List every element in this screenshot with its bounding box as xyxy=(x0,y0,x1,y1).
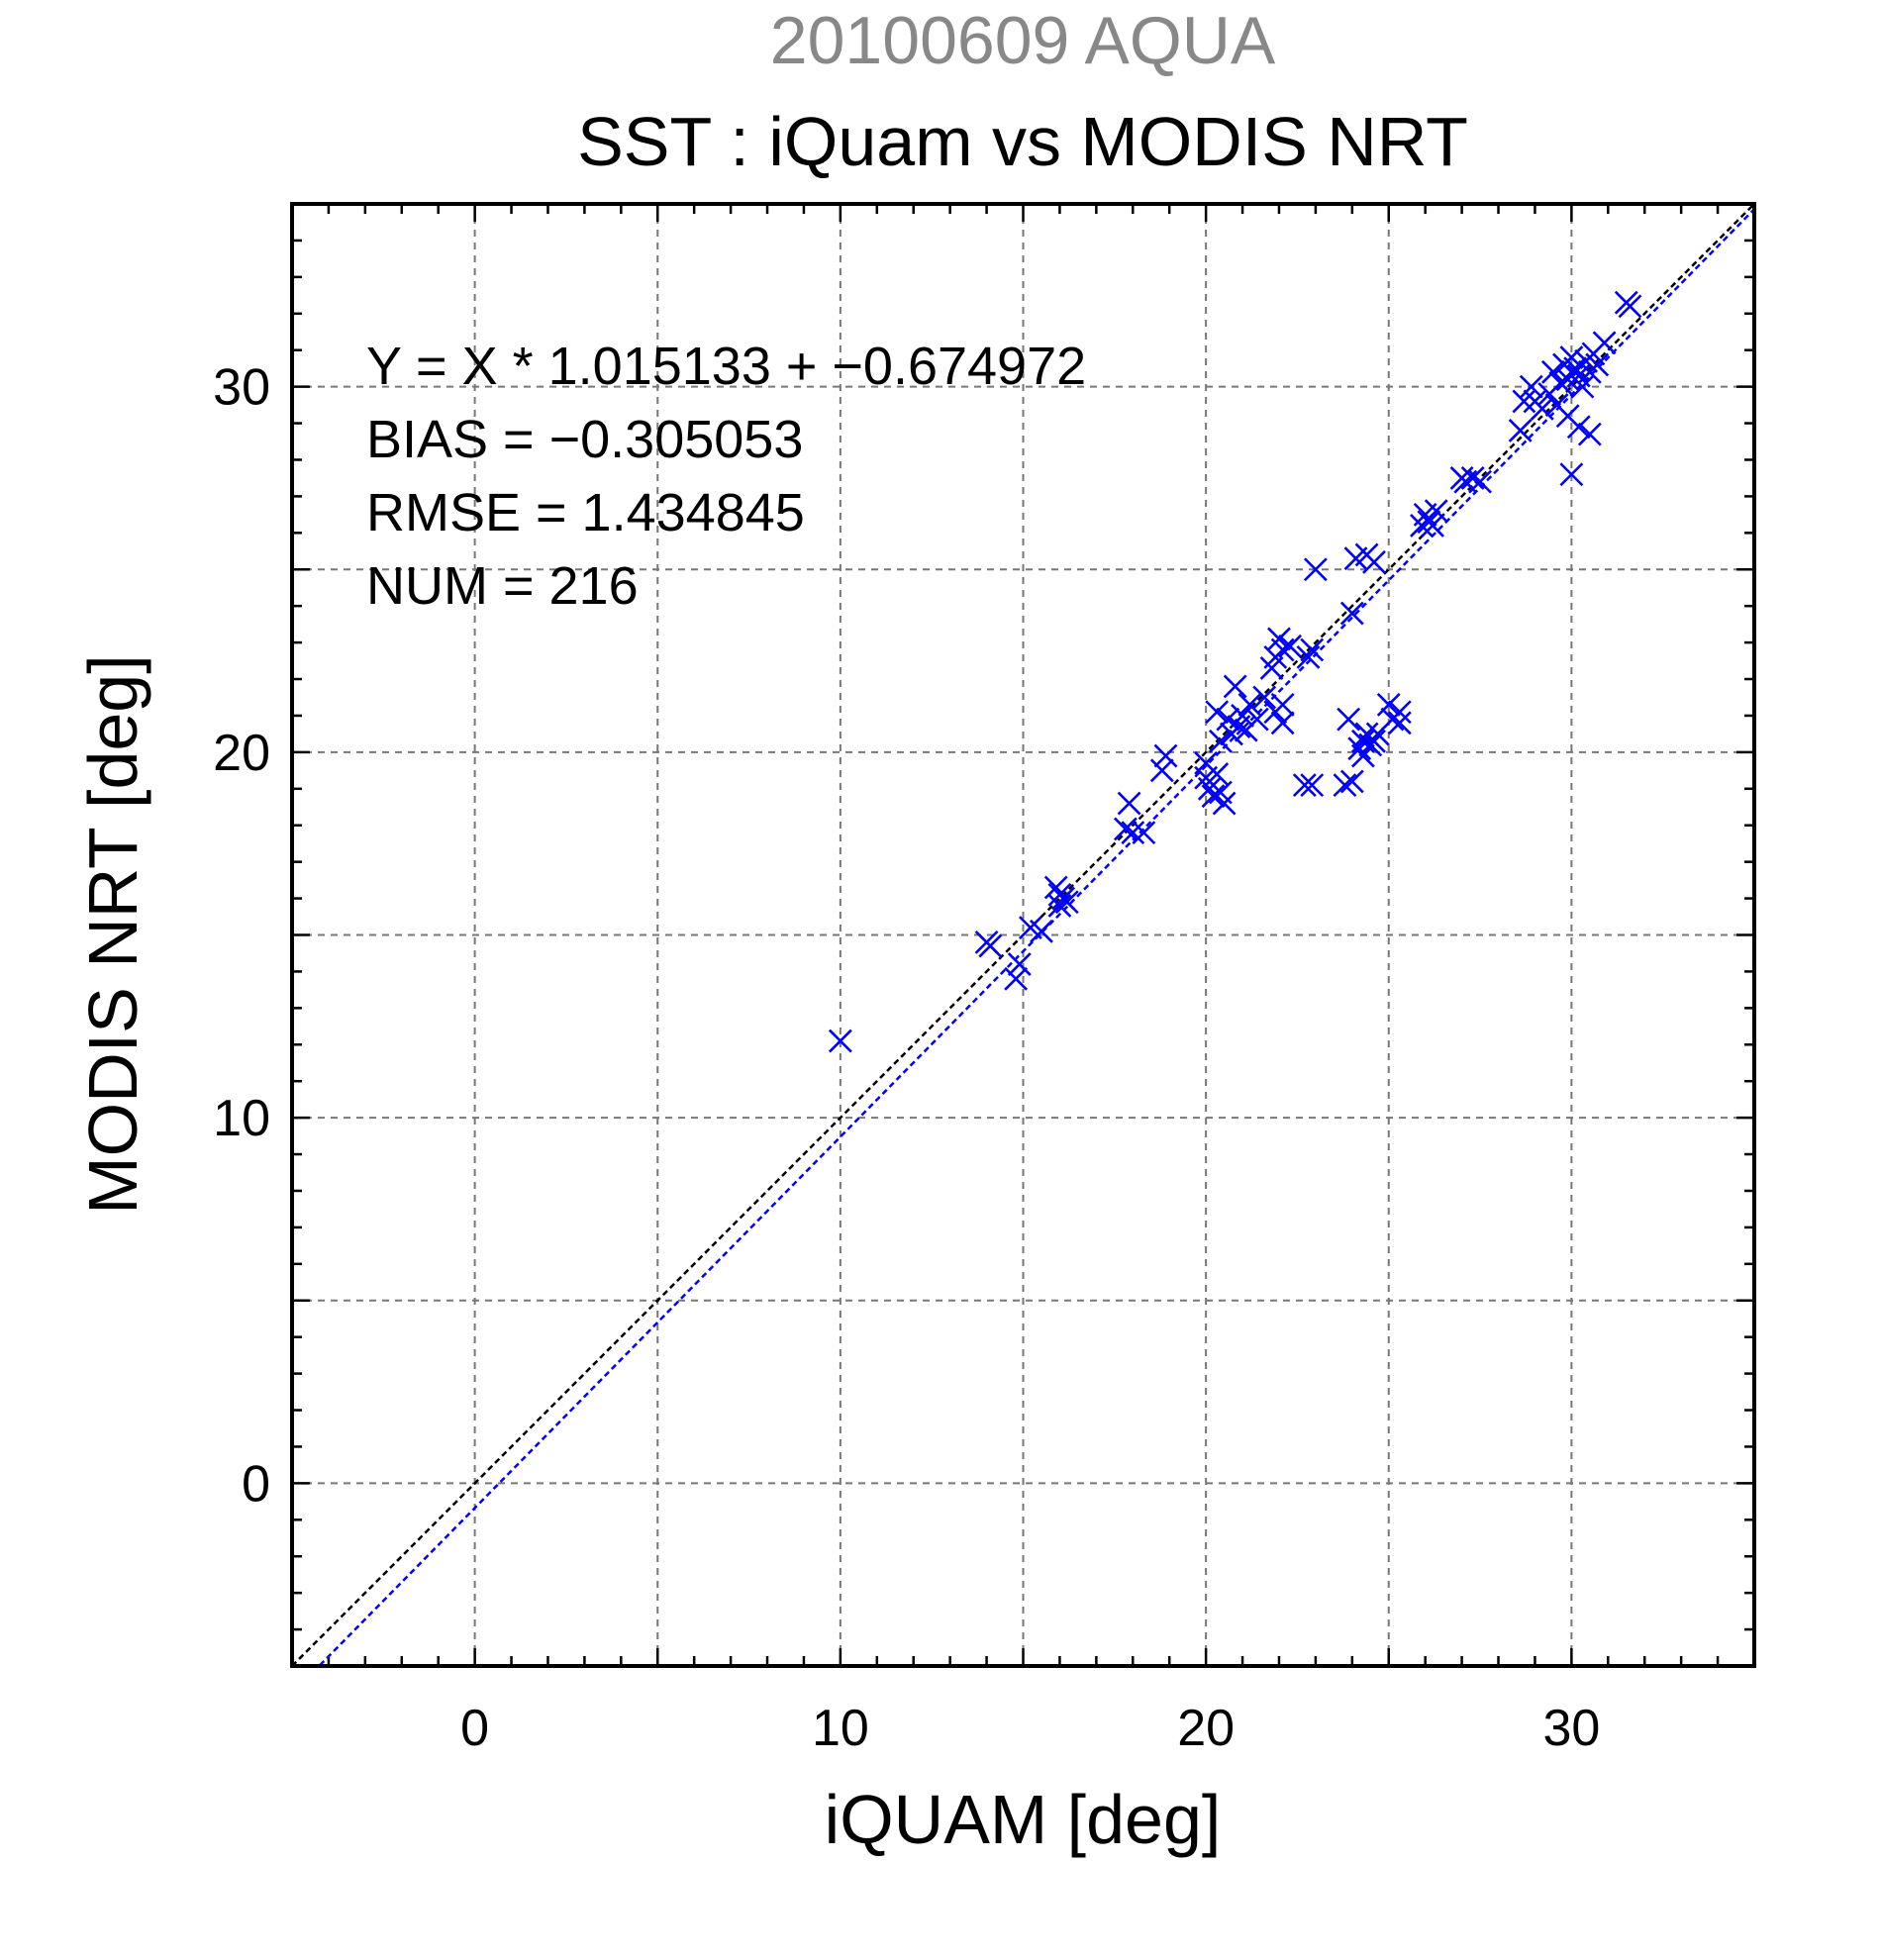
x-tick-label: 10 xyxy=(812,1700,869,1757)
scatter-point xyxy=(1278,634,1302,658)
scatter-point xyxy=(1387,711,1412,735)
x-axis-label: iQUAM [deg] xyxy=(825,1781,1222,1858)
x-tick-label: 0 xyxy=(460,1700,489,1757)
y-tick-labels: 0 10 20 30 xyxy=(213,359,270,1514)
scatter-point xyxy=(1121,821,1145,845)
scatter-point xyxy=(1508,419,1533,442)
scatter-point xyxy=(828,1029,852,1053)
scatter-point xyxy=(1424,499,1448,524)
stats-equation: Y = X * 1.015133 + −0.674972 xyxy=(366,337,1086,396)
scatter-point xyxy=(1339,601,1364,626)
scatter-point xyxy=(1113,817,1138,841)
scatter-point xyxy=(1339,769,1364,794)
x-tick-label: 30 xyxy=(1542,1700,1600,1757)
scatter-point xyxy=(1201,784,1226,809)
scatter-point xyxy=(1244,707,1269,732)
scatter-point xyxy=(1208,729,1233,753)
scatter-point xyxy=(1577,422,1602,446)
stats-rmse: RMSE = 1.434845 xyxy=(366,483,805,542)
scatter-point xyxy=(1270,637,1295,662)
scatter-point xyxy=(1559,462,1584,487)
scatter-point xyxy=(1223,674,1247,699)
stats-num: NUM = 216 xyxy=(366,556,639,616)
scatter-point xyxy=(1231,704,1254,728)
scatter-point xyxy=(1153,743,1178,768)
scatter-point xyxy=(1566,415,1591,440)
scatter-point xyxy=(1007,952,1032,976)
scatter-point xyxy=(1270,692,1295,717)
scatter-point xyxy=(1350,743,1375,768)
regression-fit-line xyxy=(317,208,1754,1666)
scatter-point xyxy=(1047,894,1072,918)
scatter-point xyxy=(1300,773,1325,798)
scatter-point xyxy=(1043,875,1068,900)
chart-title: SST : iQuam vs MODIS NRT xyxy=(577,103,1468,180)
scatter-point xyxy=(1540,359,1565,384)
x-tick-labels: 0 10 20 30 xyxy=(460,1700,1600,1757)
stats-bias: BIAS = −0.305053 xyxy=(366,410,803,469)
scatter-point xyxy=(1205,700,1230,725)
scatter-point xyxy=(1333,773,1357,798)
stats-box: Y = X * 1.015133 + −0.674972 BIAS = −0.3… xyxy=(366,337,1086,616)
scatter-point xyxy=(1563,356,1587,381)
x-tick-label: 20 xyxy=(1177,1700,1235,1757)
scatter-point xyxy=(1530,396,1554,421)
scatter-point xyxy=(1238,692,1262,717)
scatter-point xyxy=(1149,758,1174,783)
scatter-point xyxy=(1300,637,1325,662)
y-tick-label: 0 xyxy=(242,1455,270,1513)
scatter-point xyxy=(1362,549,1386,574)
scatter-point xyxy=(1216,707,1240,732)
scatter-point xyxy=(1296,644,1321,669)
y-tick-label: 20 xyxy=(213,725,270,782)
scatter-point xyxy=(1054,890,1079,915)
scatter-point xyxy=(1570,374,1595,399)
scatter-point xyxy=(1585,352,1610,377)
scatter-point xyxy=(1376,692,1401,717)
scatter-point xyxy=(1460,466,1485,490)
scatter-point xyxy=(1030,919,1053,943)
y-axis-label: MODIS NRT [deg] xyxy=(74,654,151,1214)
scatter-point xyxy=(1512,389,1536,414)
chart-suptitle: 20100609 AQUA xyxy=(770,3,1276,78)
scatter-point xyxy=(1387,700,1412,725)
scatter-point xyxy=(1132,821,1156,845)
scatter-point xyxy=(1468,469,1492,494)
scatter-point xyxy=(1303,557,1328,582)
y-tick-label: 30 xyxy=(213,359,270,417)
scatter-point xyxy=(1004,966,1029,991)
scatter-point xyxy=(1417,510,1441,535)
scatter-points xyxy=(828,290,1642,1053)
scatter-point xyxy=(1205,762,1230,786)
scatter-point xyxy=(1592,331,1617,355)
scatter-point xyxy=(1519,374,1543,399)
scatter-point xyxy=(1252,685,1277,710)
scatter-point xyxy=(1212,791,1237,816)
scatter-point xyxy=(1117,791,1141,816)
scatter-point xyxy=(1362,729,1386,753)
y-tick-label: 10 xyxy=(213,1090,270,1147)
scatter-point xyxy=(1270,711,1295,735)
scatter-point xyxy=(978,933,1003,958)
scatter-point xyxy=(1292,773,1317,798)
scatter-point xyxy=(1336,707,1361,732)
scatter-point xyxy=(1618,294,1642,319)
plot-frame xyxy=(290,202,1756,1668)
